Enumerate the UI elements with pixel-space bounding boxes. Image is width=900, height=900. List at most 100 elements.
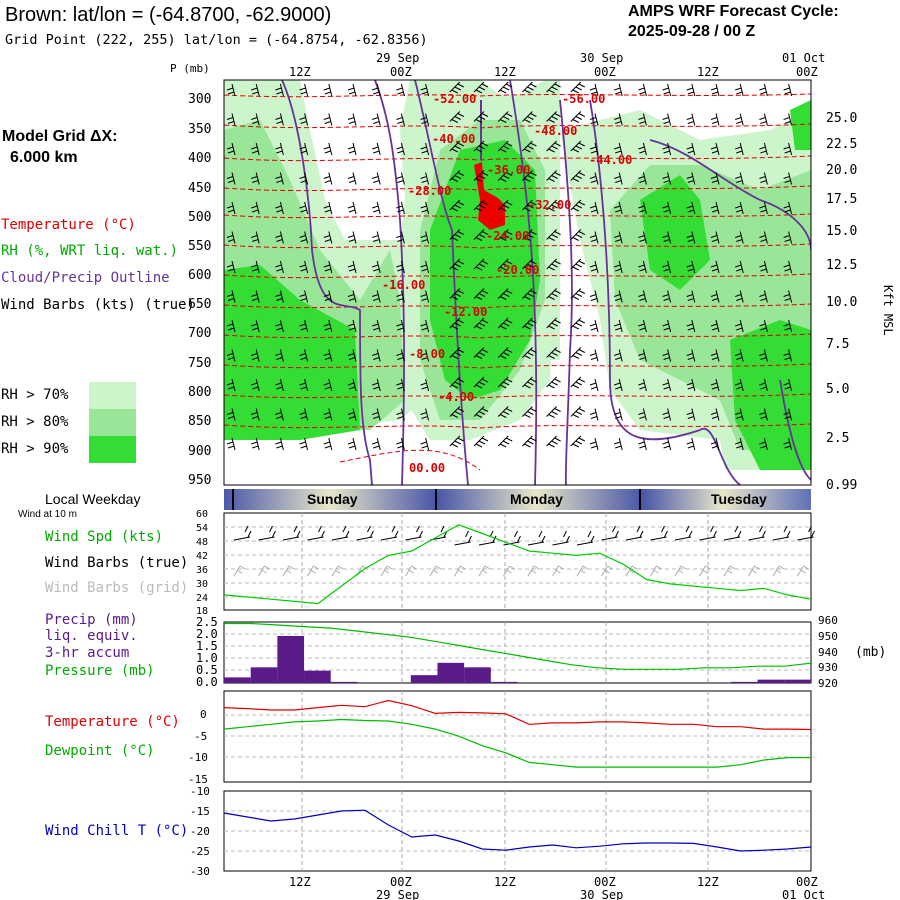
wind-barb <box>226 437 236 451</box>
wind-tick: 60 <box>196 509 208 520</box>
height-tick: 22.5 <box>826 137 857 152</box>
station-title: Brown: lat/lon = (-64.8700, -62.9000) <box>5 4 332 26</box>
bottom-tick: 12Z <box>289 875 311 889</box>
wind-barb <box>299 113 309 126</box>
wind-barb <box>275 172 284 185</box>
top-date-2: 30 Sep <box>580 51 624 65</box>
wind-barb <box>546 288 561 300</box>
wind-barb <box>759 231 768 244</box>
wind-barb <box>686 319 696 333</box>
wind-barb <box>589 231 599 244</box>
temp-tick: -15 <box>188 773 208 786</box>
wind-barb <box>449 317 465 330</box>
wind-barb <box>323 260 333 274</box>
windchill-tick: -30 <box>190 865 210 878</box>
wind-barb <box>420 260 430 274</box>
windchill-y-axis: -10 -15 -20 -25 -30 <box>190 785 210 878</box>
wind-barb <box>522 81 537 94</box>
wind-barb <box>251 113 260 126</box>
wind-barb <box>710 142 720 156</box>
wind-barb <box>323 349 333 362</box>
wind-barb <box>614 408 623 421</box>
wind-barb <box>614 290 623 303</box>
legend-rh: RH (%, WRT liq. wat.) <box>1 243 179 259</box>
wind-barb <box>546 81 561 94</box>
weekday-label: Local Weekday <box>45 491 141 507</box>
wind-barb <box>522 258 537 271</box>
wind-barb <box>686 113 696 126</box>
temperature-line <box>223 699 812 731</box>
precip-bar <box>757 679 785 683</box>
wind-barb <box>347 319 357 333</box>
wind-barb-grid <box>699 565 711 577</box>
wind-barb <box>783 349 793 362</box>
wind-barb <box>589 142 599 156</box>
wind-barb <box>420 349 430 362</box>
wind-barb <box>226 231 236 244</box>
bottom-time-axis: 12Z 00Z 12Z 00Z 12Z 00Z 29 Sep 30 Sep 01… <box>289 875 825 900</box>
wind-speed-line <box>223 524 812 605</box>
pressure-tick: 960 <box>818 614 838 627</box>
wind-barb-true <box>503 530 521 546</box>
wind-barb <box>299 319 309 333</box>
wind-barb <box>473 229 489 241</box>
wind-barb-true <box>233 525 252 541</box>
temp-label: -40.00 <box>432 132 475 146</box>
wind-barb <box>323 113 333 126</box>
wind-barb <box>614 231 623 244</box>
wind-barb <box>638 319 647 333</box>
wind-barb-true <box>258 525 276 541</box>
wind-barb <box>710 290 720 303</box>
wind-barb <box>449 81 465 94</box>
model-grid-label: Model Grid ΔX: <box>2 128 118 145</box>
wind-barb-grid <box>503 565 515 577</box>
precip-bar <box>277 635 305 683</box>
wind-barb <box>372 437 381 451</box>
wind-barb <box>420 408 430 421</box>
forecast-cycle-label: AMPS WRF Forecast Cycle: <box>628 3 839 20</box>
wind-barb <box>759 437 768 451</box>
top-tick-1: 12Z <box>289 65 311 79</box>
wind-barb <box>372 142 381 156</box>
wind-barb-true <box>650 525 668 541</box>
wind-barb <box>589 408 599 421</box>
wind-barb <box>396 83 405 97</box>
wind-barb <box>570 140 586 153</box>
legend-cloud-outline: Cloud/Precip Outline <box>1 270 170 286</box>
wind-barb <box>638 231 647 244</box>
weekday-divider <box>639 489 641 510</box>
wind-barb <box>251 83 260 97</box>
height-tick: 15.0 <box>826 224 857 239</box>
wind-barb <box>710 349 720 362</box>
wind-barb <box>546 317 561 330</box>
wind-barb <box>299 231 309 244</box>
bottom-tick: 00Z <box>390 875 412 889</box>
pressure-tick: 950 <box>188 473 211 488</box>
wind-barb-true <box>797 525 815 541</box>
wind-barb <box>420 201 430 215</box>
wind-barb-true <box>454 530 472 546</box>
wind-barb <box>570 258 586 271</box>
wind-barb <box>759 260 768 274</box>
wind-barb <box>589 83 599 97</box>
wind-barb <box>449 258 465 271</box>
wind-barb <box>570 199 586 212</box>
wind-barb <box>783 319 793 333</box>
label-precip: Precip (mm) <box>45 612 138 628</box>
temp-tick: 0 <box>200 708 207 721</box>
wind-barb <box>735 142 744 156</box>
pressure-tick: 850 <box>188 414 211 429</box>
wind-barb <box>396 408 405 421</box>
wind-barb <box>299 437 309 451</box>
label-dewpoint: Dewpoint (°C) <box>45 743 155 759</box>
wind-tick: 54 <box>196 523 208 534</box>
wind-barb <box>473 406 489 418</box>
wind-barb <box>226 378 236 392</box>
wind-barb <box>638 83 647 97</box>
wind-barb <box>299 142 309 156</box>
precip-tick: 0.0 <box>196 675 218 689</box>
model-grid-value: 6.000 km <box>10 149 78 166</box>
legend-rh90-label: RH > 90% <box>1 441 69 457</box>
wind-barb <box>275 201 284 215</box>
height-tick: 0.99 <box>826 478 857 493</box>
